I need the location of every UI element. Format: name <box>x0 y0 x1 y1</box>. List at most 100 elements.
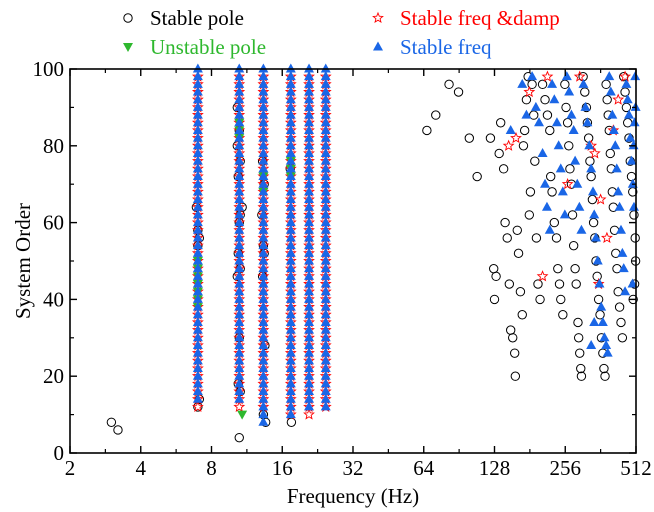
data-point <box>540 178 551 188</box>
legend-label: Stable pole <box>150 6 244 30</box>
data-point <box>258 224 269 234</box>
data-point <box>573 317 583 328</box>
data-point <box>234 240 245 250</box>
data-point <box>258 240 269 250</box>
data-point <box>530 101 541 111</box>
data-point <box>304 217 315 227</box>
data-point <box>626 171 637 182</box>
data-point <box>234 171 245 181</box>
data-point <box>258 163 269 173</box>
data-point <box>504 279 515 289</box>
data-point <box>320 171 331 181</box>
data-point <box>597 316 608 326</box>
data-point <box>320 386 331 396</box>
data-point <box>602 95 612 105</box>
data-point <box>320 247 331 257</box>
data-point <box>234 201 245 211</box>
data-point <box>258 178 269 188</box>
data-point <box>546 171 556 182</box>
data-point <box>530 156 540 166</box>
data-point <box>566 109 577 119</box>
data-point <box>304 255 315 265</box>
data-point <box>192 355 203 365</box>
data-point <box>192 178 203 188</box>
data-point <box>614 302 625 312</box>
series-stable-pole <box>106 71 641 443</box>
data-point <box>304 401 315 411</box>
data-point <box>192 370 203 380</box>
data-point <box>304 224 315 234</box>
x-axis-label: Frequency (Hz) <box>287 484 419 508</box>
data-point <box>320 309 331 319</box>
data-point <box>320 401 331 411</box>
data-point <box>564 141 574 151</box>
x-tick-label: 256 <box>550 456 582 480</box>
data-point <box>320 278 331 288</box>
data-point <box>619 70 631 82</box>
data-point <box>519 125 530 136</box>
data-point <box>304 393 315 403</box>
y-axis-ticks: 0 20 40 60 80 100 <box>33 57 636 465</box>
data-point <box>258 132 269 142</box>
data-point <box>192 217 203 227</box>
data-point <box>234 363 245 373</box>
data-point <box>285 393 296 403</box>
data-point <box>237 410 248 420</box>
data-point <box>258 263 269 273</box>
data-point <box>628 140 639 150</box>
data-point <box>192 78 203 88</box>
data-point <box>617 247 628 257</box>
data-point <box>573 70 586 82</box>
data-point <box>234 217 245 227</box>
data-point <box>517 310 527 320</box>
data-point <box>234 178 245 188</box>
data-point <box>588 186 599 196</box>
data-point <box>560 79 570 90</box>
data-point <box>234 263 245 273</box>
data-point <box>525 187 536 197</box>
data-point <box>464 133 475 143</box>
data-point <box>502 233 512 243</box>
data-point <box>258 232 269 242</box>
data-point <box>320 209 331 219</box>
data-point <box>192 194 203 204</box>
data-point <box>234 247 245 257</box>
data-point <box>615 224 626 234</box>
y-tick-label: 0 <box>54 441 65 465</box>
data-point <box>234 163 245 173</box>
data-point <box>559 209 570 219</box>
data-point <box>234 301 245 311</box>
data-point <box>192 363 203 373</box>
data-point <box>285 117 296 127</box>
data-point <box>304 132 315 142</box>
data-point <box>629 117 640 127</box>
legend-item: Stable freq <box>373 35 492 59</box>
data-point <box>258 171 269 181</box>
data-point <box>192 386 203 396</box>
data-point <box>498 164 509 174</box>
data-point <box>234 117 245 127</box>
y-tick-label: 80 <box>43 134 64 158</box>
data-point <box>500 217 510 228</box>
data-point <box>304 240 315 250</box>
data-point <box>285 240 296 250</box>
data-point <box>285 178 296 188</box>
data-point <box>542 110 553 120</box>
data-point <box>502 139 515 151</box>
legend-item: Stable pole <box>123 6 244 30</box>
data-point <box>285 270 296 280</box>
data-point <box>576 363 586 374</box>
data-point <box>562 118 573 128</box>
data-point <box>320 355 331 365</box>
data-point <box>620 286 631 296</box>
data-point <box>453 87 464 97</box>
data-point <box>234 309 245 319</box>
legend-marker <box>372 11 384 24</box>
data-point <box>628 201 639 211</box>
data-point <box>192 293 203 303</box>
data-point <box>600 371 610 381</box>
data-point <box>605 86 616 96</box>
data-point <box>575 348 585 358</box>
data-point <box>285 293 296 303</box>
data-point <box>630 71 641 81</box>
